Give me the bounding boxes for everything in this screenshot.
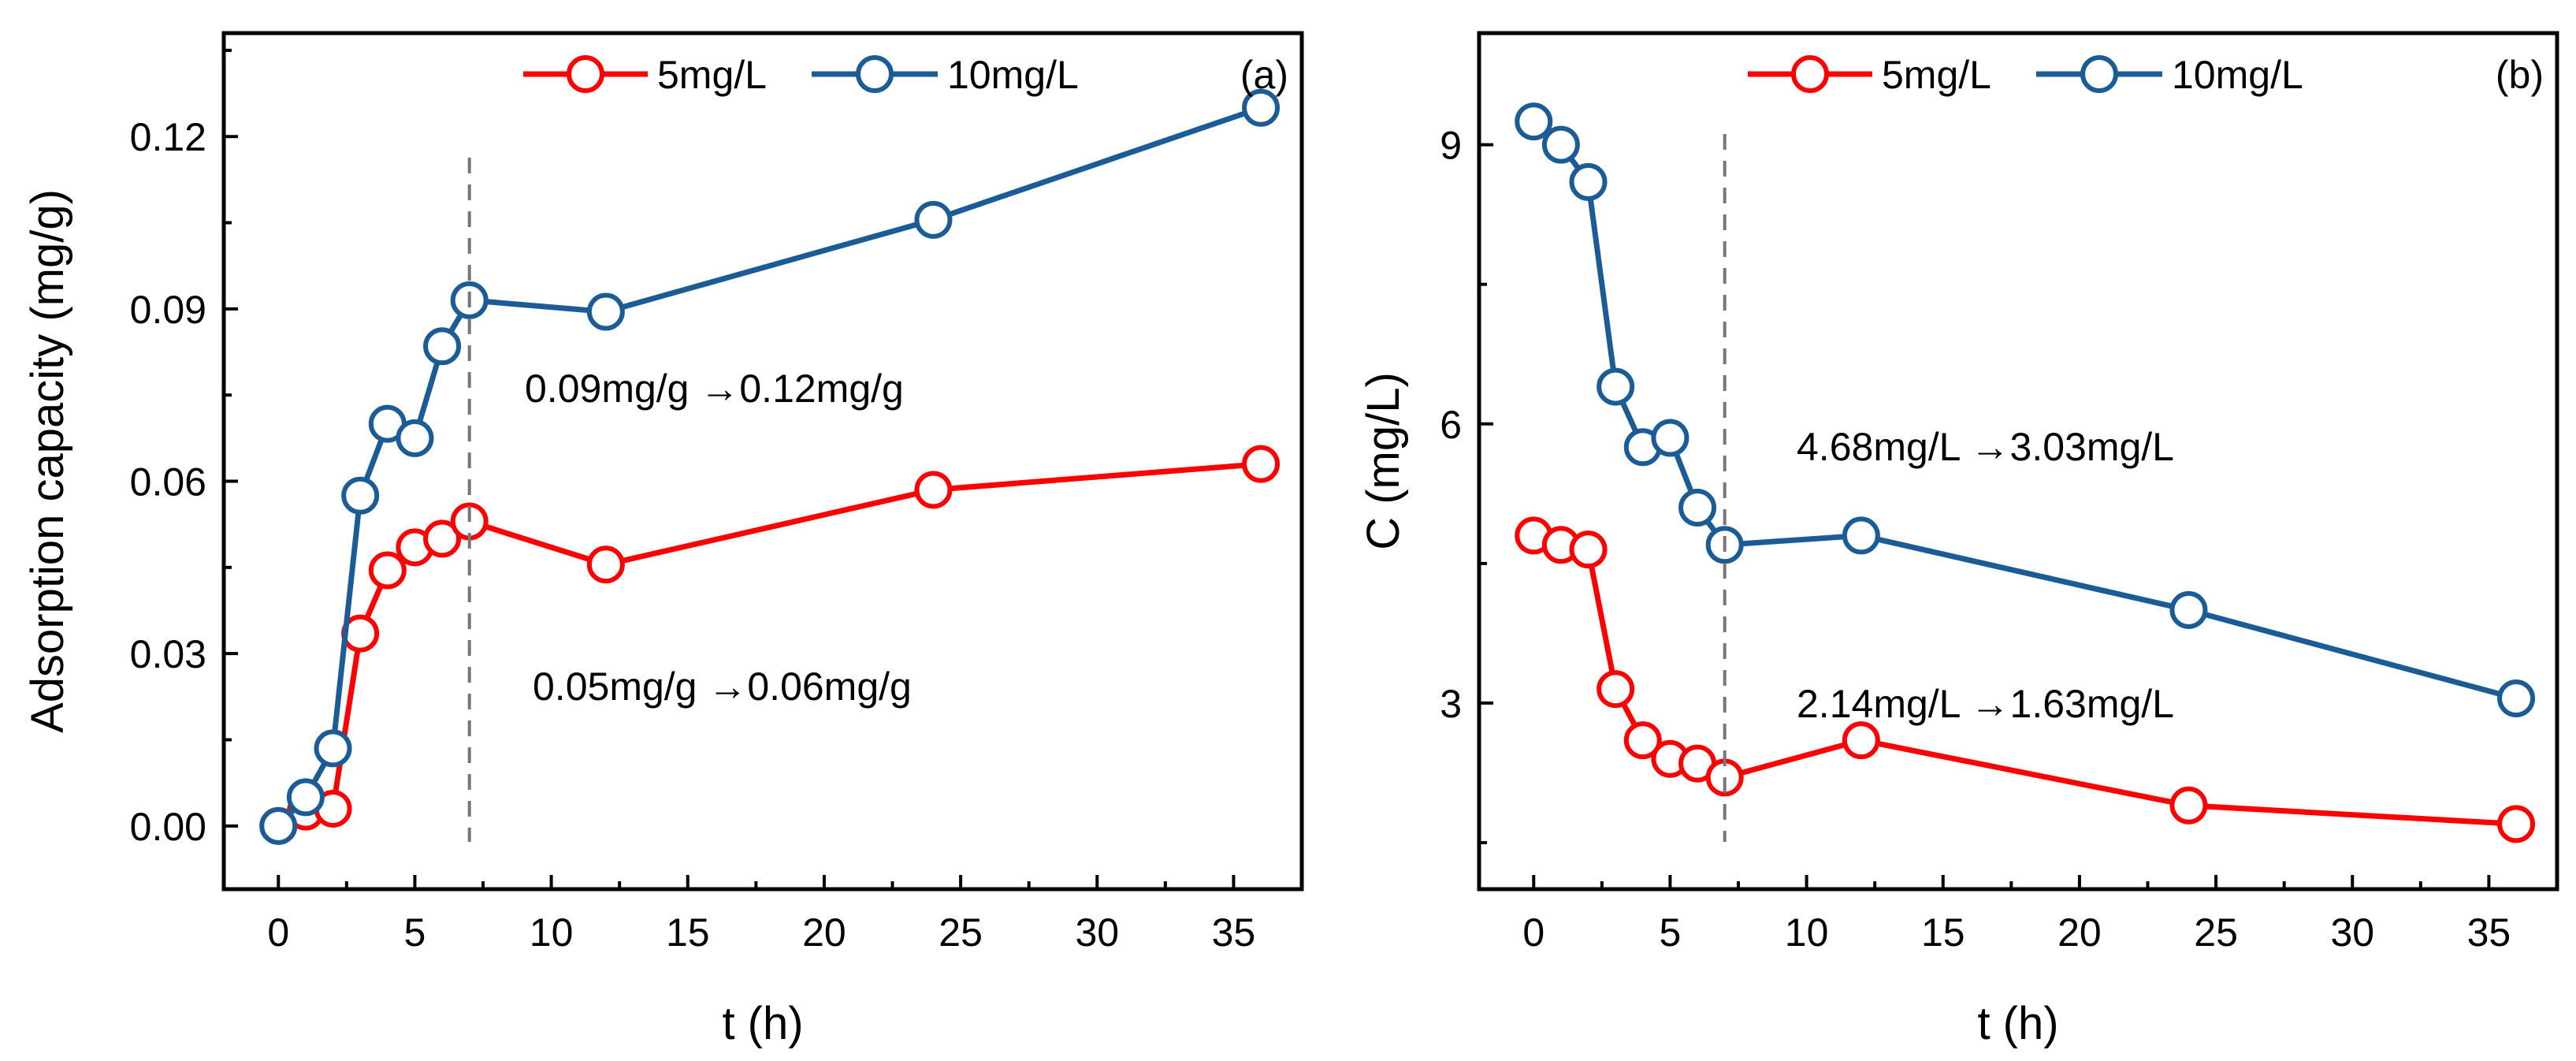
panel-b-xtick-label: 35 <box>2467 910 2511 955</box>
panel-b-series-10mgL-point <box>1569 162 1608 201</box>
panel-b-series-10mgL-point <box>1515 102 1553 141</box>
panel-a-series-10mgL-line <box>276 105 1262 828</box>
panel-b-xtick-label: 20 <box>2057 910 2102 955</box>
panel-a-ticks <box>224 48 1236 889</box>
panel-b-xtick-label: 30 <box>2330 910 2374 955</box>
panel-b-series-layer <box>1515 102 2536 843</box>
panel-b-ticks <box>1479 143 2491 889</box>
panel-b-series-5mgL-point <box>1623 721 1662 760</box>
panel-b-series-10mgL-line <box>1532 119 2518 702</box>
panel-b-legend: 5mg/L 10mg/L <box>1748 53 2303 97</box>
panel-b-xtick-label: 25 <box>2194 910 2238 955</box>
panel-a-series-10mgL-point <box>314 729 352 768</box>
panel-b-series-5mgL-point <box>1842 721 1880 760</box>
legend-marker-5mgL <box>1791 55 1829 93</box>
panel-b-series-5mgL-point <box>1597 670 1635 709</box>
panel-a-series-5mgL-point <box>586 545 625 584</box>
panel-b-label: (b) <box>2496 53 2544 97</box>
legend-label-5mgL: 5mg/L <box>657 53 767 97</box>
panel-b-series-10mgL-point <box>1651 419 1689 457</box>
panel-a-plot-frame <box>221 31 1304 892</box>
panel-b-annotation-10mgL: 4.68mg/L →3.03mg/L <box>1797 425 2174 469</box>
panel-a-series-10mgL-point <box>1242 88 1281 127</box>
panel-b-annotation-5mgL: 2.14mg/L →1.63mg/L <box>1797 682 2174 726</box>
panel-a-series-10mgL-point <box>586 292 625 331</box>
panel-b-ytick-label: 6 <box>1440 403 1462 447</box>
panel-a-legend: 5mg/L 10mg/L <box>523 53 1079 97</box>
panel-b-xtick-label: 15 <box>1921 910 1965 955</box>
legend-marker-5mgL <box>567 55 604 93</box>
panel-a-series-10mgL-point <box>914 200 953 239</box>
panel-a-series-5mgL-line <box>277 461 1262 828</box>
panel-b-xtick-label: 5 <box>1660 910 1682 955</box>
legend-label-10mgL: 10mg/L <box>2172 53 2303 97</box>
panel-b-concentration: 0 5 10 15 20 25 30 35 3 6 9 t (h) C (mg/… <box>1358 31 2559 1049</box>
legend-marker-10mgL <box>856 55 894 93</box>
panel-a-ytick-label: 0.00 <box>130 805 206 849</box>
panel-b-series-5mgL-point <box>1569 530 1608 569</box>
panel-b-series-5mgL-point <box>2169 786 2208 825</box>
panel-b-plot-frame <box>1477 31 2559 892</box>
panel-a-series-10mgL-point <box>286 778 325 817</box>
panel-b-xtick-label: 0 <box>1522 910 1544 955</box>
panel-a-ytick-label: 0.06 <box>130 460 206 504</box>
legend-label-10mgL: 10mg/L <box>947 53 1079 97</box>
panel-a-xtick-label: 35 <box>1212 910 1256 955</box>
panel-b-series-10mgL-point <box>1842 516 1880 555</box>
panel-b-ytick-label: 3 <box>1440 682 1462 726</box>
panel-a-xtick-label: 15 <box>666 910 710 955</box>
panel-b-y-axis-title: C (mg/L) <box>1358 372 1409 550</box>
panel-a-label: (a) <box>1240 53 1288 97</box>
panel-a-xtick-label: 25 <box>939 910 983 955</box>
panel-a-series-5mgL-point <box>368 551 407 590</box>
panel-a-xtick-label: 5 <box>404 910 426 955</box>
panel-a-xtick-label: 0 <box>267 910 289 955</box>
panel-a-ytick-label: 0.12 <box>130 115 206 159</box>
panel-a-xtick-label: 10 <box>530 910 574 955</box>
panel-a-ytick-label: 0.09 <box>130 288 206 332</box>
panel-a-xtick-label: 20 <box>802 910 846 955</box>
panel-b-x-axis-title: t (h) <box>1977 998 2058 1049</box>
panel-a-annotation-5mgL: 0.05mg/g →0.06mg/g <box>533 665 912 709</box>
panel-a-x-axis-title: t (h) <box>722 998 803 1049</box>
panel-b-series-10mgL-point <box>1541 125 1580 164</box>
panel-b-series-5mgL-point <box>2497 805 2536 843</box>
legend-label-5mgL: 5mg/L <box>1882 53 1991 97</box>
panel-b-series-10mgL-point <box>2169 590 2208 629</box>
panel-a-series-10mgL-point <box>259 806 298 845</box>
panel-b-series-10mgL-point <box>1678 489 1717 527</box>
panel-b-series-10mgL-point <box>2497 679 2536 718</box>
panel-a-series-10mgL-point <box>341 476 380 515</box>
panel-b-ytick-label: 9 <box>1440 124 1462 168</box>
panel-a-ytick-label: 0.03 <box>130 632 206 676</box>
panel-b-series-5mgL-line <box>1533 533 2517 827</box>
panel-a-y-axis-title: Adsorption capacity (mg/g) <box>22 189 73 733</box>
panel-a-annotation-10mgL: 0.09mg/g →0.12mg/g <box>525 367 904 411</box>
panel-a-series-5mgL-point <box>423 519 462 558</box>
panel-b-series-10mgL-point <box>1597 367 1635 406</box>
panel-a-xtick-label: 30 <box>1075 910 1119 955</box>
panel-a-series-10mgL-point <box>396 419 434 457</box>
panel-a-series-10mgL-point <box>423 327 462 366</box>
panel-b-xtick-label: 10 <box>1785 910 1829 955</box>
legend-marker-10mgL <box>2080 55 2118 93</box>
panel-a-series-5mgL-point <box>914 471 953 509</box>
panel-a-adsorption-capacity: 0 5 10 15 20 25 30 35 0.00 0.03 0.06 0.0… <box>22 31 1304 1049</box>
panel-a-series-layer <box>259 88 1281 845</box>
panel-a-series-5mgL-point <box>1242 445 1281 483</box>
